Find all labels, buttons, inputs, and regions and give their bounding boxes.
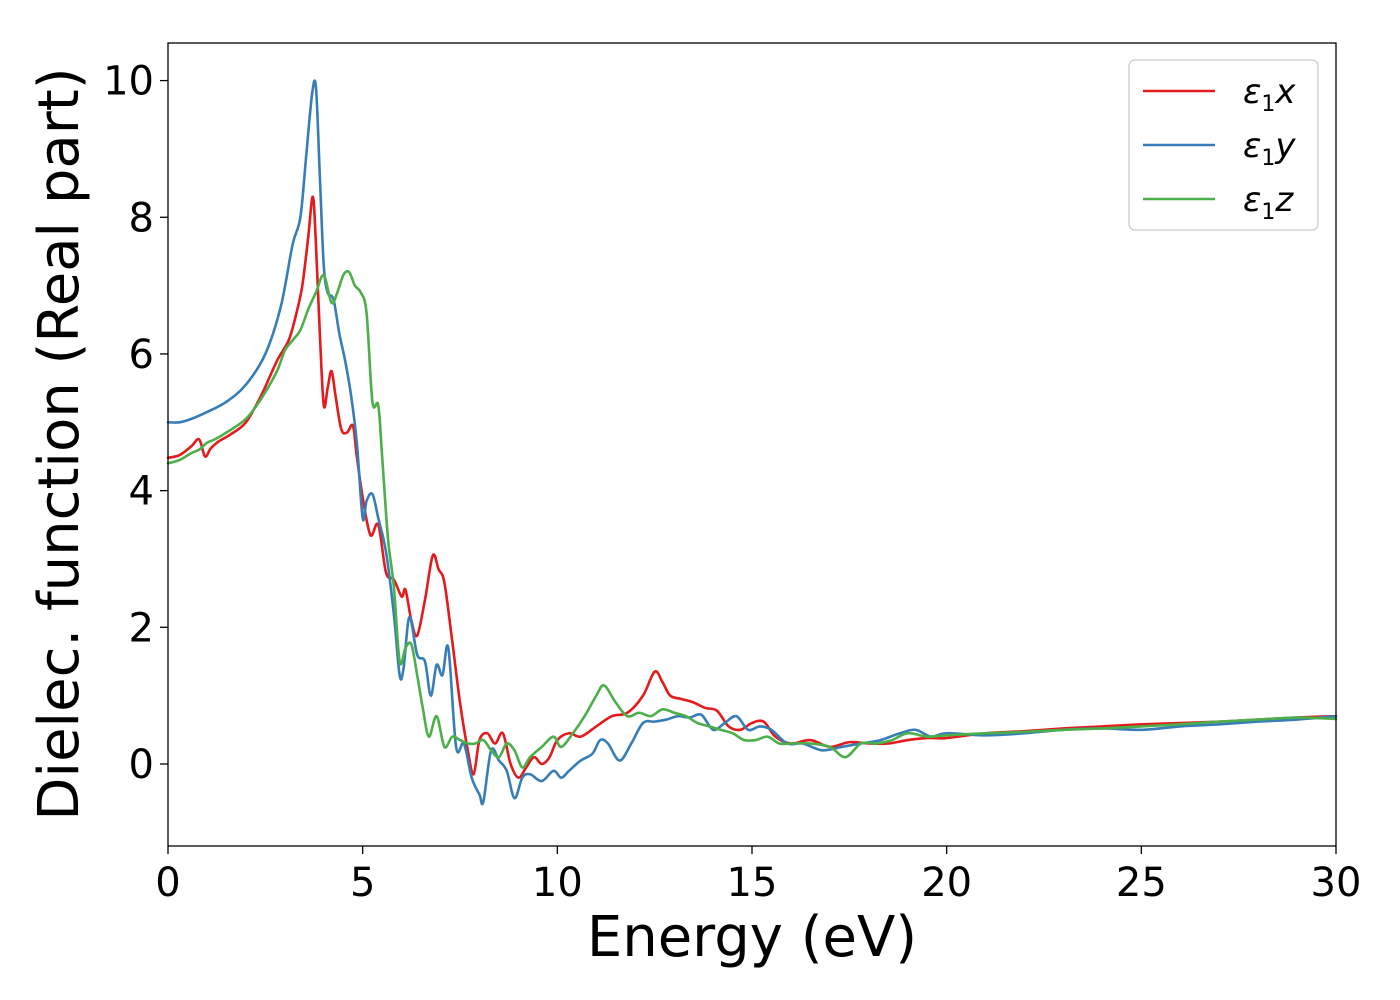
x-tick-label: 25 [1116, 860, 1167, 906]
series-line-0 [166, 195, 1338, 779]
x-tick-label: 5 [350, 860, 375, 906]
y-tick-label: 2 [129, 605, 154, 651]
y-axis-ticks: 0 2 4 6 8 10 [103, 59, 168, 788]
legend-variable: y [1274, 126, 1296, 166]
legend-symbol: ε [1243, 126, 1261, 166]
legend-symbol: ε [1243, 180, 1261, 220]
y-tick-label: 10 [103, 59, 154, 105]
x-axis-title: Energy (eV) [587, 905, 917, 970]
x-tick-label: 20 [921, 860, 972, 906]
legend-box [1128, 59, 1319, 231]
legend-label: ε1x [1243, 72, 1296, 117]
series-layer [166, 79, 1338, 806]
y-tick-label: 0 [129, 742, 154, 788]
legend-label: ε1z [1243, 180, 1294, 225]
y-tick-label: 4 [129, 469, 154, 515]
series-line-2 [166, 269, 1338, 769]
y-tick-label: 6 [129, 332, 154, 378]
legend-variable: z [1274, 180, 1294, 220]
x-axis-ticks: 0 5 10 15 20 25 30 [155, 846, 1361, 906]
y-axis-title: Dielec. function (Real part) [27, 67, 92, 820]
legend-subscript: 1 [1261, 200, 1275, 225]
x-tick-label: 15 [727, 860, 778, 906]
legend-subscript: 1 [1261, 146, 1275, 171]
x-tick-label: 10 [532, 860, 583, 906]
legend-subscript: 1 [1261, 92, 1275, 117]
legend-variable: x [1274, 72, 1296, 112]
x-tick-label: 30 [1311, 860, 1362, 906]
legend-label: ε1y [1243, 126, 1296, 171]
plot-frame [167, 42, 1337, 847]
legend-symbol: ε [1243, 72, 1261, 112]
x-tick-label: 0 [155, 860, 180, 906]
y-tick-label: 8 [129, 195, 154, 241]
